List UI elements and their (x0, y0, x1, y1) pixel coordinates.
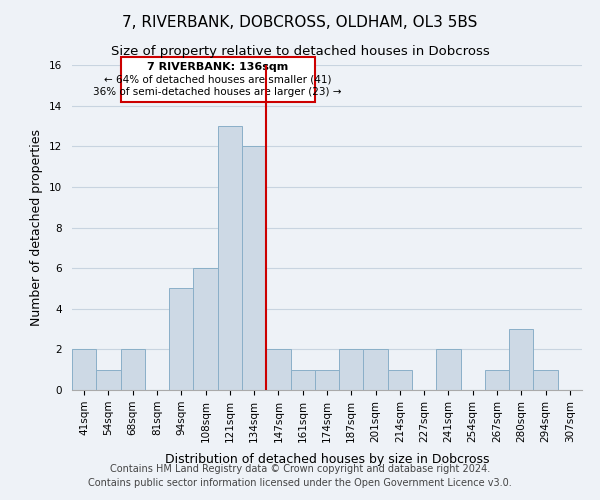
Bar (169, 288, 193, 390)
Bar (339, 350, 364, 390)
X-axis label: Distribution of detached houses by size in Dobcross: Distribution of detached houses by size … (165, 453, 489, 466)
Text: Contains HM Land Registry data © Crown copyright and database right 2024.
Contai: Contains HM Land Registry data © Crown c… (88, 464, 512, 487)
Bar (72, 350, 96, 390)
Text: 7, RIVERBANK, DOBCROSS, OLDHAM, OL3 5BS: 7, RIVERBANK, DOBCROSS, OLDHAM, OL3 5BS (122, 15, 478, 30)
Bar (96, 370, 121, 390)
Bar (364, 350, 388, 390)
Bar (315, 370, 339, 390)
Bar (290, 370, 315, 390)
Bar (218, 126, 242, 390)
Bar (121, 350, 145, 390)
FancyBboxPatch shape (121, 57, 315, 102)
Text: 7 RIVERBANK: 136sqm: 7 RIVERBANK: 136sqm (147, 62, 289, 72)
Text: 36% of semi-detached houses are larger (23) →: 36% of semi-detached houses are larger (… (94, 88, 342, 98)
Bar (485, 370, 509, 390)
Bar (533, 370, 558, 390)
Bar (266, 350, 290, 390)
Y-axis label: Number of detached properties: Number of detached properties (31, 129, 43, 326)
Bar (193, 268, 218, 390)
Bar (436, 350, 461, 390)
Bar (509, 329, 533, 390)
Text: ← 64% of detached houses are smaller (41): ← 64% of detached houses are smaller (41… (104, 74, 331, 85)
Bar (388, 370, 412, 390)
Text: Size of property relative to detached houses in Dobcross: Size of property relative to detached ho… (110, 45, 490, 58)
Bar (242, 146, 266, 390)
